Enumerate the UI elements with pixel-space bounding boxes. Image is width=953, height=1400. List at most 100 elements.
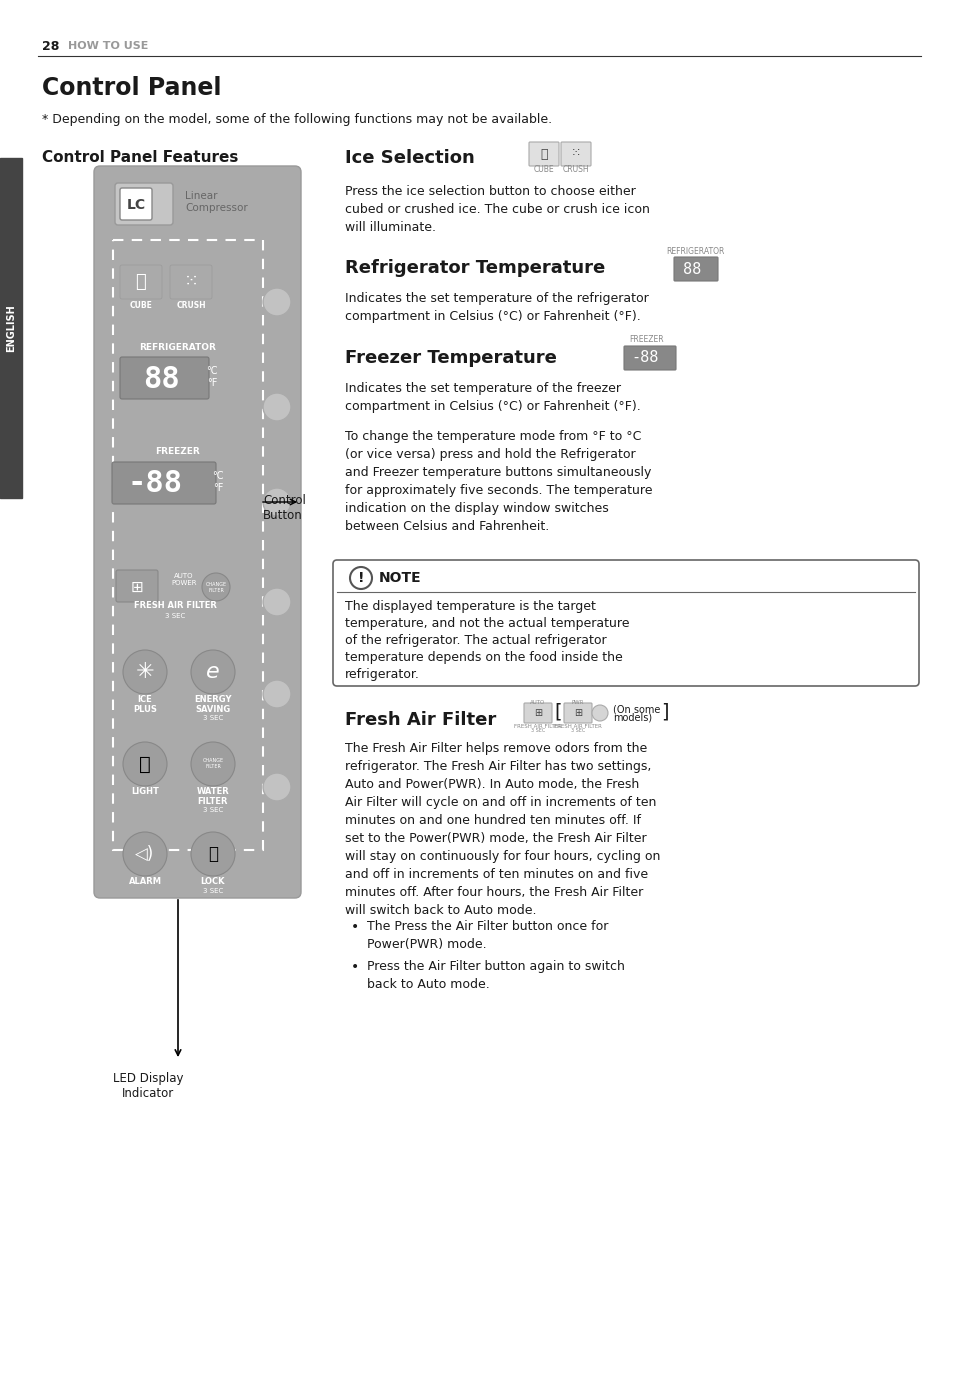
- Text: Refrigerator Temperature: Refrigerator Temperature: [345, 259, 604, 277]
- Text: CHANGE: CHANGE: [202, 757, 223, 763]
- Text: °F: °F: [207, 378, 217, 388]
- Text: e: e: [206, 662, 219, 682]
- Text: The displayed temperature is the target
temperature, and not the actual temperat: The displayed temperature is the target …: [345, 601, 629, 680]
- FancyBboxPatch shape: [170, 265, 212, 300]
- Text: °F: °F: [703, 269, 713, 279]
- Text: 3 SEC: 3 SEC: [530, 728, 544, 734]
- Circle shape: [263, 288, 291, 316]
- Text: 〇: 〇: [135, 273, 146, 291]
- Text: PWR: PWR: [571, 700, 583, 704]
- FancyBboxPatch shape: [115, 183, 172, 225]
- Text: 3 SEC: 3 SEC: [570, 728, 584, 734]
- Text: Indicates the set temperature of the refrigerator
compartment in Celsius (°C) or: Indicates the set temperature of the ref…: [345, 293, 648, 323]
- Text: °F: °F: [659, 358, 669, 367]
- Text: Indicates the set temperature of the freezer
compartment in Celsius (°C) or Fahr: Indicates the set temperature of the fre…: [345, 382, 640, 413]
- FancyBboxPatch shape: [529, 141, 558, 167]
- Text: LED Display
Indicator: LED Display Indicator: [112, 1072, 183, 1100]
- Text: LOCK: LOCK: [200, 878, 225, 886]
- Text: FILTER: FILTER: [208, 588, 224, 594]
- Text: -88: -88: [128, 469, 182, 498]
- Text: •: •: [351, 920, 358, 934]
- Text: Linear: Linear: [185, 190, 217, 202]
- Text: PLUS: PLUS: [132, 704, 157, 714]
- Text: Press the ice selection button to choose either
cubed or crushed ice. The cube o: Press the ice selection button to choose…: [345, 185, 649, 234]
- Text: -88: -88: [631, 350, 658, 365]
- FancyBboxPatch shape: [623, 346, 676, 370]
- Text: FILTER: FILTER: [197, 797, 228, 805]
- FancyBboxPatch shape: [333, 560, 918, 686]
- Circle shape: [263, 680, 291, 708]
- Text: °F: °F: [213, 483, 223, 493]
- Text: SAVING: SAVING: [195, 704, 231, 714]
- Text: Control Panel Features: Control Panel Features: [42, 151, 238, 165]
- Text: ]: ]: [660, 703, 668, 721]
- Text: HOW TO USE: HOW TO USE: [68, 41, 149, 50]
- Text: 28: 28: [42, 39, 59, 52]
- Text: AUTO: AUTO: [174, 573, 193, 580]
- Text: FILTER: FILTER: [205, 763, 221, 769]
- FancyBboxPatch shape: [563, 703, 592, 722]
- Text: Press the Air Filter button again to switch
back to Auto mode.: Press the Air Filter button again to swi…: [367, 960, 624, 991]
- FancyBboxPatch shape: [523, 703, 552, 722]
- Text: 🔔: 🔔: [139, 755, 151, 773]
- Circle shape: [592, 706, 607, 721]
- Text: °C: °C: [206, 365, 217, 377]
- Circle shape: [191, 650, 234, 694]
- Text: 3 SEC: 3 SEC: [203, 715, 223, 721]
- Text: CUBE: CUBE: [130, 301, 152, 309]
- Text: 🔒: 🔒: [208, 846, 218, 862]
- FancyBboxPatch shape: [120, 357, 209, 399]
- Circle shape: [191, 742, 234, 785]
- Text: The Fresh Air Filter helps remove odors from the
refrigerator. The Fresh Air Fil: The Fresh Air Filter helps remove odors …: [345, 742, 659, 917]
- Circle shape: [263, 489, 291, 517]
- Text: Freezer Temperature: Freezer Temperature: [345, 349, 557, 367]
- Text: •: •: [351, 960, 358, 974]
- Text: LIGHT: LIGHT: [131, 787, 159, 797]
- Text: AUTO: AUTO: [530, 700, 545, 704]
- Text: !: !: [357, 571, 364, 585]
- Text: ⊞: ⊞: [534, 708, 541, 718]
- Text: ENGLISH: ENGLISH: [6, 304, 16, 351]
- Text: °C: °C: [703, 259, 713, 269]
- Text: Compressor: Compressor: [185, 203, 248, 213]
- Bar: [112, 239, 263, 850]
- Circle shape: [123, 742, 167, 785]
- Text: 88: 88: [144, 364, 180, 393]
- Text: POWER: POWER: [172, 580, 196, 587]
- Text: REFRIGERATOR: REFRIGERATOR: [665, 246, 723, 255]
- Text: FREEZER: FREEZER: [155, 448, 200, 456]
- Text: ALARM: ALARM: [129, 878, 161, 886]
- FancyBboxPatch shape: [112, 462, 215, 504]
- Text: Ice Selection: Ice Selection: [345, 148, 475, 167]
- Text: ⁙: ⁙: [183, 273, 198, 291]
- FancyBboxPatch shape: [120, 188, 152, 220]
- Text: REFRIGERATOR: REFRIGERATOR: [139, 343, 216, 351]
- Text: (On some: (On some: [613, 706, 659, 715]
- Circle shape: [202, 573, 230, 601]
- FancyBboxPatch shape: [560, 141, 590, 167]
- Text: FRESH AIR FILTER: FRESH AIR FILTER: [514, 724, 561, 728]
- FancyBboxPatch shape: [120, 265, 162, 300]
- Text: NOTE: NOTE: [378, 571, 421, 585]
- Text: ⁙: ⁙: [570, 147, 580, 161]
- Text: 3 SEC: 3 SEC: [165, 613, 185, 619]
- Circle shape: [263, 588, 291, 616]
- Text: 3 SEC: 3 SEC: [203, 888, 223, 895]
- Circle shape: [123, 650, 167, 694]
- Circle shape: [263, 773, 291, 801]
- Text: °C: °C: [659, 349, 669, 357]
- Text: CHANGE: CHANGE: [205, 582, 226, 588]
- Text: WATER: WATER: [196, 787, 229, 797]
- Text: FRESH AIR FILTER: FRESH AIR FILTER: [133, 602, 216, 610]
- Circle shape: [123, 832, 167, 876]
- Circle shape: [191, 832, 234, 876]
- Text: ✳: ✳: [135, 662, 154, 682]
- Text: CRUSH: CRUSH: [562, 165, 589, 175]
- Text: ENERGY: ENERGY: [194, 696, 232, 704]
- Text: FREEZER: FREEZER: [629, 336, 663, 344]
- FancyBboxPatch shape: [116, 570, 158, 602]
- Text: 88: 88: [682, 262, 700, 277]
- Text: Control
Button: Control Button: [263, 494, 306, 522]
- Text: ⊞: ⊞: [574, 708, 581, 718]
- Text: Fresh Air Filter: Fresh Air Filter: [345, 711, 496, 729]
